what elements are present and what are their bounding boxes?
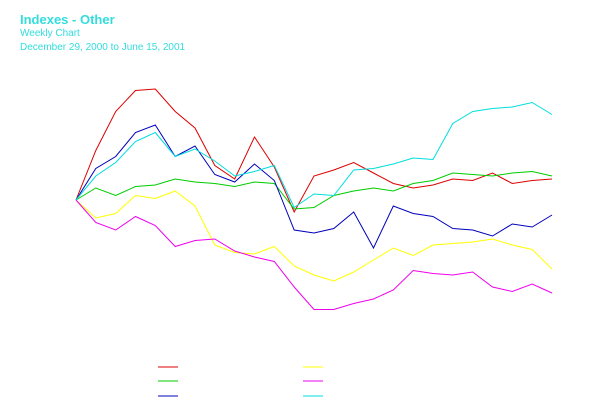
date-range: December 29, 2000 to June 15, 2001	[20, 42, 186, 53]
series-line-5	[75, 199, 553, 310]
series-line-3	[75, 124, 553, 250]
series-line-1	[75, 88, 553, 214]
series-line-4	[75, 190, 553, 282]
series-line-2	[75, 170, 553, 210]
chart-subtitle: Weekly Chart	[20, 28, 80, 39]
chart-title: Indexes - Other	[20, 12, 115, 27]
series-line-6	[75, 101, 553, 209]
legend	[158, 366, 323, 397]
series-layer	[75, 88, 553, 310]
